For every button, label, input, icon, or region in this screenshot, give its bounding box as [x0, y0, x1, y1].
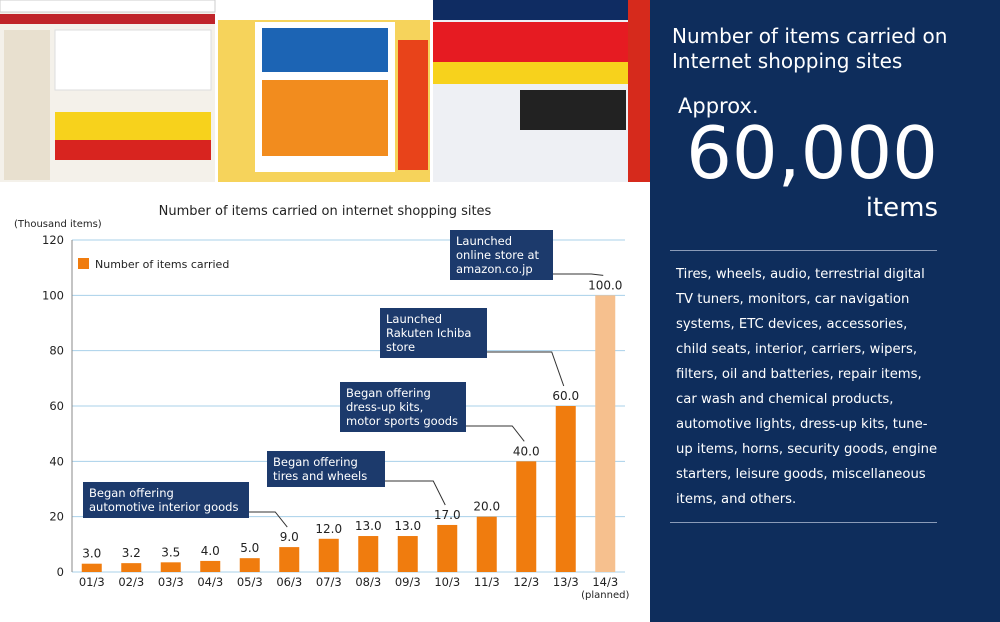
screenshots [0, 0, 650, 182]
side-panel: Number of items carried on Internet shop… [650, 0, 1000, 622]
annotation: Began offering dress-up kits, motor spor… [340, 382, 466, 432]
y-tick-label: 20 [49, 510, 64, 524]
panel-unit: items [865, 193, 938, 223]
bar [437, 524, 458, 572]
legend-label: Number of items carried [95, 258, 229, 271]
value-label: 9.0 [280, 530, 299, 544]
y-axis-label: (Thousand items) [14, 219, 102, 230]
annotation: Launched Rakuten Ichiba store [380, 308, 487, 358]
x-tick-label: 03/3 [158, 575, 184, 589]
leader-line [385, 480, 446, 506]
bar [200, 560, 221, 572]
value-label: 100.0 [588, 278, 622, 292]
screenshot-block [520, 90, 626, 130]
value-label: 4.0 [201, 544, 220, 558]
x-tick-label: 10/3 [434, 575, 460, 589]
legend-swatch [78, 258, 89, 269]
x-tick-label: 05/3 [237, 575, 263, 589]
y-tick-label: 0 [57, 565, 64, 579]
bar [555, 406, 576, 572]
annotation: Launched online store at amazon.co.jp [450, 230, 553, 280]
panel-title: Number of items carried on Internet shop… [672, 24, 948, 73]
screenshot-header [218, 0, 430, 20]
panel-description: Tires, wheels, audio, terrestrial digita… [676, 267, 938, 507]
screenshot-banner [55, 140, 211, 160]
bar [476, 516, 497, 572]
screenshot-banner [433, 62, 628, 84]
annotation: Began offering automotive interior goods [83, 482, 249, 518]
bar [397, 536, 418, 572]
value-label: 3.2 [122, 546, 141, 560]
leader-line [553, 273, 604, 276]
y-tick-label: 60 [49, 399, 64, 413]
screenshot-banner [262, 80, 388, 156]
chart-title: Number of items carried on internet shop… [159, 204, 492, 219]
value-label: 3.5 [161, 545, 180, 559]
value-label: 17.0 [434, 508, 461, 522]
x-tick-label: 06/3 [276, 575, 302, 589]
value-label: 3.0 [82, 547, 101, 561]
screenshot-nav [0, 14, 215, 24]
screenshot-header [0, 0, 216, 13]
x-tick-label: 13/3 [553, 575, 579, 589]
leader-line [466, 425, 525, 442]
x-tick-label: 01/3 [79, 575, 105, 589]
screenshot-banner [398, 40, 428, 170]
x-tick-label: 09/3 [395, 575, 421, 589]
x-tick-label: 07/3 [316, 575, 342, 589]
value-label: 5.0 [240, 541, 259, 555]
value-label: 12.0 [315, 522, 342, 536]
planned-note: (planned) [581, 590, 629, 601]
y-tick-label: 100 [42, 288, 64, 302]
value-label: 40.0 [513, 444, 540, 458]
bar [595, 295, 616, 572]
annotation: Began offering tires and wheels [267, 451, 385, 487]
x-tick-label: 12/3 [513, 575, 539, 589]
bar [81, 563, 102, 572]
screenshot-side [4, 30, 50, 180]
x-tick-label: 08/3 [355, 575, 381, 589]
bar [358, 536, 379, 572]
screenshot-block [54, 29, 212, 91]
value-label: 20.0 [473, 500, 500, 514]
value-label: 13.0 [355, 519, 382, 533]
x-tick-label: 02/3 [118, 575, 144, 589]
bar [121, 563, 142, 572]
y-tick-label: 80 [49, 344, 64, 358]
x-tick-label: 11/3 [474, 575, 500, 589]
screenshot-banner [628, 0, 650, 182]
x-tick-label: 14/3 [592, 575, 618, 589]
divider [670, 522, 937, 523]
bar [239, 558, 260, 572]
value-label: 13.0 [394, 519, 421, 533]
screenshot-banner [433, 22, 628, 62]
panel-count: 60,000 [686, 111, 938, 195]
y-tick-label: 40 [49, 454, 64, 468]
divider [670, 250, 937, 251]
bar [160, 562, 181, 572]
leader-line [249, 511, 288, 528]
bar [516, 461, 537, 572]
chart: Number of items carried on internet shop… [0, 0, 650, 601]
leader-line [487, 351, 565, 387]
screenshot-banner [262, 28, 388, 72]
panel-approx: Approx. [678, 94, 759, 118]
y-tick-label: 120 [42, 233, 64, 247]
value-label: 60.0 [552, 389, 579, 403]
bar [318, 538, 339, 572]
bar [279, 547, 300, 572]
screenshot-header [433, 0, 628, 20]
x-tick-label: 04/3 [197, 575, 223, 589]
